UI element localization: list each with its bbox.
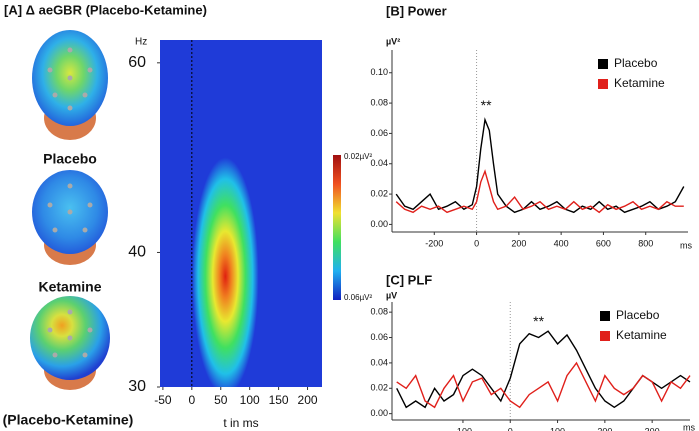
head-placebo — [32, 30, 108, 140]
x-tick-label: 100 — [550, 426, 565, 431]
legend-swatch — [598, 59, 608, 69]
x-tick-label: 200 — [298, 393, 318, 407]
y-tick-label: 40 — [128, 244, 146, 261]
annotation: ** — [533, 313, 544, 329]
topomap-label: Ketamine — [38, 279, 101, 295]
colorbar-label: 0.06µV² — [344, 293, 373, 302]
legend-swatch — [600, 331, 610, 341]
legend-swatch — [598, 79, 608, 89]
colorbar — [333, 155, 341, 300]
y-tick-label: 0.06 — [370, 128, 388, 138]
x-tick-label: 0 — [508, 426, 513, 431]
topomaps — [30, 30, 110, 390]
x-tick-label: 600 — [596, 238, 611, 248]
x-tick-label: 0 — [188, 393, 195, 407]
x-tick-label: 300 — [645, 426, 660, 431]
annotation: ** — [481, 97, 492, 113]
series-line — [396, 361, 691, 409]
topomap-label: (Placebo-Ketamine) — [3, 412, 134, 428]
x-tick-label: 0 — [474, 238, 479, 248]
y-tick-label: 0.04 — [370, 357, 388, 367]
x-tick-label: 100 — [240, 393, 260, 407]
legend-swatch — [600, 311, 610, 321]
x-tick-label: 800 — [638, 238, 653, 248]
head-ketamine — [32, 170, 108, 265]
topomap-label: Placebo — [43, 151, 97, 167]
legend-label: Ketamine — [616, 328, 667, 342]
series-line — [395, 117, 685, 214]
x-axis-label: t in ms — [223, 416, 258, 430]
x-tick-label: -200 — [425, 238, 443, 248]
legend-label: Ketamine — [614, 76, 665, 90]
y-tick-label: 0.10 — [370, 67, 388, 77]
y-tick-label: 0.08 — [370, 97, 388, 107]
x-tick-label: 150 — [269, 393, 289, 407]
y-tick-label: 0.06 — [370, 332, 388, 342]
head-difference — [30, 296, 110, 390]
y-axis-label: Hz — [135, 37, 147, 48]
y-tick-label: 0.02 — [370, 188, 388, 198]
x-axis-label: ms — [680, 240, 692, 250]
panel-title: [C] PLF — [386, 272, 432, 287]
panel-title: [B] Power — [386, 3, 447, 18]
legend-label: Placebo — [616, 308, 660, 322]
x-tick-label: -100 — [454, 426, 472, 431]
y-tick-label: 30 — [128, 378, 146, 395]
y-tick-label: 0.04 — [370, 158, 388, 168]
x-tick-label: 200 — [511, 238, 526, 248]
x-tick-label: 50 — [214, 393, 228, 407]
series-line — [395, 169, 684, 214]
y-tick-label: 0.00 — [370, 219, 388, 229]
y-tick-label: 60 — [128, 54, 146, 71]
x-tick-label: 400 — [554, 238, 569, 248]
panel-title: [A] Δ aeGBR (Placebo-Ketamine) — [4, 2, 207, 17]
y-tick-label: 0.08 — [370, 307, 388, 317]
x-tick-label: 200 — [597, 426, 612, 431]
y-axis-label: µV² — [386, 36, 400, 46]
y-tick-label: 0.00 — [370, 408, 388, 418]
y-axis-label: µV — [386, 290, 397, 300]
legend-label: Placebo — [614, 56, 658, 70]
y-tick-label: 0.02 — [370, 383, 388, 393]
x-tick-label: -50 — [154, 393, 172, 407]
colorbar-label: 0.02µV² — [344, 152, 373, 161]
heatmap-clip — [192, 157, 259, 387]
heatmap-blob — [192, 157, 259, 387]
x-axis-label: ms — [683, 422, 695, 431]
